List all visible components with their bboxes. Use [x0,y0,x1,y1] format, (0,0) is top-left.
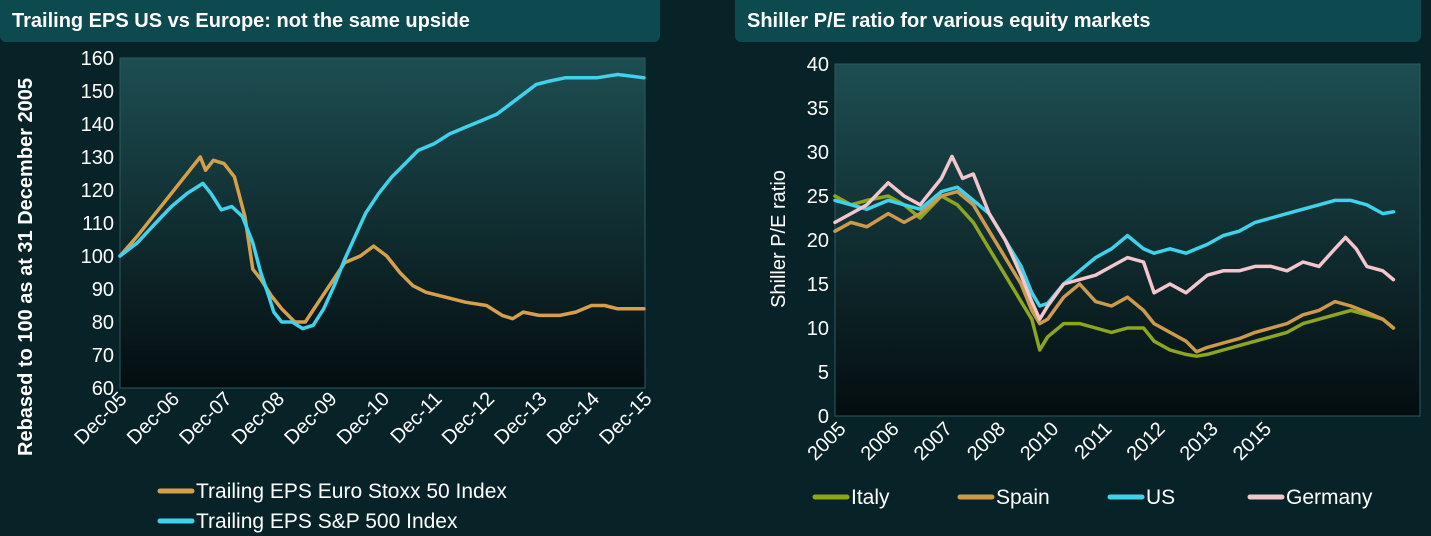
legend-item-italy: Italy [812,486,890,509]
y-tick-label: 35 [807,98,829,120]
y-tick-label: 60 [92,378,114,400]
legend-item-spain: Spain [957,486,1050,509]
x-tick-label: Dec-15 [595,388,656,449]
legend-label: Trailing EPS S&P 500 Index [196,510,458,533]
legend-label: Germany [1286,486,1373,509]
x-tick-label: 2015 [1229,418,1276,465]
series-line-trailing-eps-s-p-500-index [118,72,646,331]
left-chart-panel: Trailing EPS US vs Europe: not the same … [0,0,715,536]
x-tick-label: Dec-08 [228,388,289,449]
eps-line-chart: 60708090100110120130140150160Dec-05Dec-0… [15,48,657,533]
x-tick-label: Dec-12 [438,388,499,449]
y-tick-label: 160 [81,48,114,70]
y-tick-label: 10 [807,318,829,340]
legend-label: US [1146,486,1175,509]
right-chart-panel: Shiller P/E ratio for various equity mar… [715,0,1431,536]
x-tick-label: Dec-14 [543,388,604,449]
x-tick-label: 2005 [804,418,851,465]
y-tick-label: 70 [92,345,114,367]
y-tick-label: 150 [81,81,114,103]
x-tick-label: Dec-09 [280,388,341,449]
x-tick-label: Dec-06 [123,388,184,449]
x-tick-label: 2008 [963,418,1010,465]
legend-item-germany: Germany [1247,486,1373,509]
y-tick-label: 80 [92,312,114,334]
legend-item-trailing-eps-euro-stoxx-50-index: Trailing EPS Euro Stoxx 50 Index [157,480,507,503]
y-tick-label: 110 [82,213,114,235]
plot-area [119,57,646,389]
plot-area [834,63,1421,417]
x-tick-label: 2013 [1176,418,1223,465]
x-tick-label: Dec-13 [490,388,551,449]
y-tick-label: 0 [818,406,829,428]
y-tick-label: 20 [807,230,829,252]
x-tick-label: Dec-10 [333,388,394,449]
x-tick-label: Dec-11 [386,388,446,448]
y-tick-label: 90 [92,279,114,301]
x-tick-label: 2010 [1016,418,1063,465]
series-line-germany [833,154,1396,321]
legend-label: Italy [851,486,890,509]
legend-item-trailing-eps-s-p-500-index: Trailing EPS S&P 500 Index [157,510,458,533]
series-line-spain [833,189,1396,354]
y-tick-label: 130 [81,147,114,169]
y-axis-title: Shiller P/E ratio [768,170,790,308]
x-tick-label: 2006 [857,418,904,465]
series-line-italy [833,194,1396,358]
y-tick-label: 5 [818,362,829,384]
shiller-pe-line-chart: 0 5 10 15 20 25 30 35 40 2005 2006 2007 2008 2010 2011… [768,54,1421,509]
legend-label: Trailing EPS Euro Stoxx 50 Index [196,480,507,503]
y-tick-label: 40 [807,54,829,76]
y-tick-label: 15 [807,274,829,296]
legend-item-us: US [1107,486,1175,509]
x-tick-label: 2012 [1123,418,1170,465]
y-axis-title: Rebased to 100 as at 31 December 2005 [15,78,37,456]
x-tick-label: 2007 [910,418,957,465]
y-tick-label: 120 [81,180,114,202]
x-tick-label: 2011 [1070,418,1116,464]
y-tick-label: 140 [81,114,114,136]
right-chart-title: Shiller P/E ratio for various equity mar… [735,0,1421,42]
legend-label: Spain [996,486,1050,509]
y-tick-label: 30 [807,142,829,164]
series-line-us [833,185,1396,308]
y-tick-label: 25 [807,186,829,208]
y-tick-label: 100 [81,246,114,268]
left-chart-title: Trailing EPS US vs Europe: not the same … [0,0,660,42]
x-tick-label: Dec-07 [175,388,236,449]
